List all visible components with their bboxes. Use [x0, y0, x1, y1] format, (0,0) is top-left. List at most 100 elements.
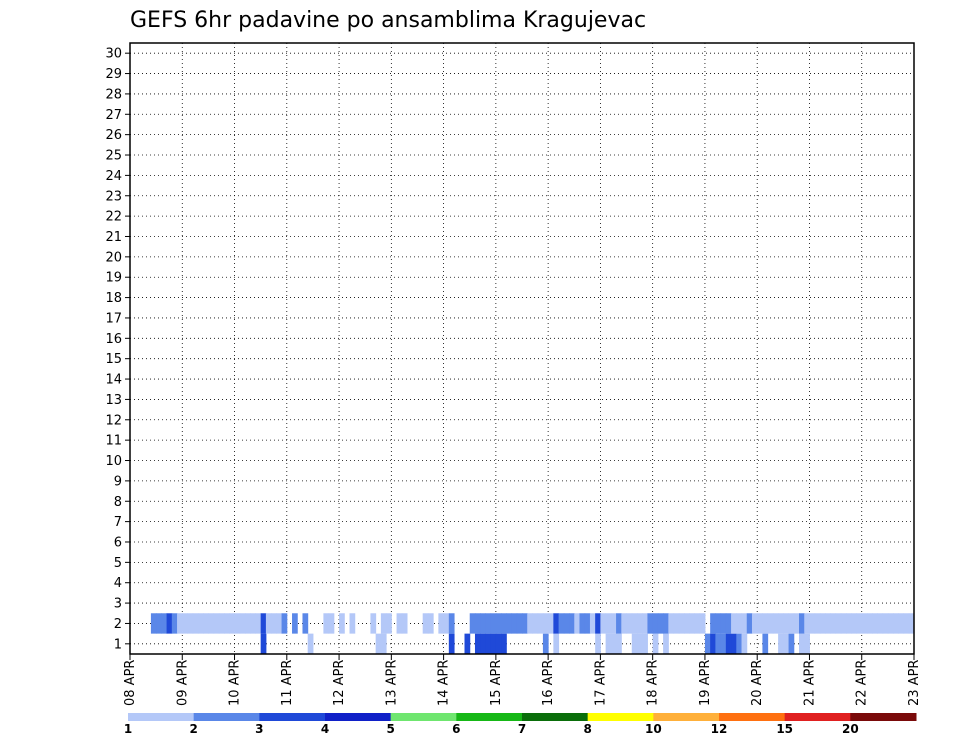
heatmap-cell: [809, 613, 816, 634]
plot-frame: [129, 42, 915, 655]
heatmap-cell: [689, 613, 695, 634]
heatmap-cell: [584, 613, 591, 634]
heatmap-cell: [835, 613, 842, 634]
x-tick-label: 10 APR: [228, 660, 243, 706]
heatmap-cell: [610, 633, 617, 654]
heatmap-cell: [192, 613, 199, 634]
x-tick-label: 17 APR: [593, 660, 608, 706]
heatmap-cell: [244, 613, 251, 634]
heatmap-cell: [156, 613, 162, 634]
y-tick-label: 25: [105, 149, 122, 164]
legend-label: 6: [452, 722, 460, 736]
heatmap-cell: [851, 613, 858, 634]
legend-swatch: [653, 713, 720, 721]
heatmap-cell: [673, 613, 680, 634]
legend-swatch: [850, 713, 917, 721]
heatmap-cell: [825, 613, 831, 634]
heatmap-cell: [396, 613, 403, 634]
x-tick-label: 20 APR: [750, 660, 765, 706]
legend-swatch: [193, 713, 260, 721]
heatmap-cell: [485, 613, 492, 634]
heatmap-cell: [616, 633, 622, 654]
heatmap-cell: [595, 613, 601, 634]
heatmap-cell: [292, 613, 298, 634]
heatmap-cell: [657, 613, 664, 634]
heatmap-cell: [772, 613, 779, 634]
heatmap-cell: [166, 613, 173, 634]
y-tick-label: 24: [105, 169, 122, 184]
heatmap-cell: [401, 613, 408, 634]
heatmap-cell: [349, 613, 356, 634]
heatmap-cell: [668, 613, 675, 634]
heatmap-cell: [579, 613, 586, 634]
heatmap-cell: [715, 633, 722, 654]
y-tick-label: 14: [105, 373, 122, 388]
heatmap-cell: [778, 613, 784, 634]
heatmap-cell: [783, 613, 790, 634]
heatmap-cell: [762, 633, 769, 654]
y-tick-label: 12: [105, 413, 122, 428]
heatmap-cell: [464, 633, 471, 654]
heatmap-cell: [480, 613, 486, 634]
heatmap-cell: [652, 633, 659, 654]
heatmap-cell: [589, 613, 596, 634]
heatmap-cell: [229, 613, 236, 634]
heatmap-cell: [203, 613, 209, 634]
legend-swatch: [259, 713, 326, 721]
y-tick-label: 13: [105, 393, 122, 408]
y-tick-label: 3: [114, 597, 122, 612]
heatmap-cell: [762, 613, 769, 634]
heatmap-cell: [799, 633, 805, 654]
x-tick-label: 19 APR: [698, 660, 713, 706]
heatmap-cell: [271, 613, 277, 634]
heatmap-cell: [380, 633, 387, 654]
y-tick-label: 15: [105, 352, 122, 367]
heatmap-cell: [866, 613, 873, 634]
heatmap-cell: [448, 613, 455, 634]
heatmap-cell: [281, 613, 288, 634]
heatmap-cell: [548, 613, 554, 634]
heatmap-cell: [684, 613, 690, 634]
heatmap-cell: [522, 613, 528, 634]
heatmap-cell: [474, 633, 481, 654]
y-tick-label: 6: [114, 535, 122, 550]
heatmap-cell: [830, 613, 837, 634]
heatmap-cell: [799, 613, 805, 634]
x-tick-label: 23 APR: [907, 660, 922, 706]
heatmap-cell: [694, 613, 701, 634]
heatmap-cell: [600, 613, 607, 634]
legend-swatch: [128, 713, 195, 721]
x-tick-label: 21 APR: [802, 660, 817, 706]
heatmap-cell: [736, 633, 743, 654]
heatmap-cell: [574, 613, 580, 634]
heatmap-cell: [757, 613, 763, 634]
heatmap-cell: [553, 613, 560, 634]
heatmap-cell: [469, 613, 476, 634]
heatmap-cell: [427, 613, 434, 634]
heatmap-cell: [887, 613, 894, 634]
heatmap-cell: [474, 613, 481, 634]
heatmap-cell: [495, 613, 502, 634]
heatmap-cell: [182, 613, 188, 634]
heatmap-cell: [882, 613, 889, 634]
y-tick-label: 5: [114, 556, 122, 571]
heatmap-cell: [605, 633, 612, 654]
heatmap-cell: [558, 613, 565, 634]
heatmap-cell: [307, 633, 314, 654]
y-tick-label: 30: [105, 47, 122, 62]
heatmap-cell: [527, 613, 533, 634]
heatmap-cell: [422, 613, 429, 634]
heatmap-cell: [908, 613, 915, 634]
legend-label: 1: [124, 722, 132, 736]
y-tick-label: 21: [105, 230, 122, 245]
heatmap-cell: [171, 613, 178, 634]
heatmap-cell: [448, 633, 455, 654]
x-tick-label: 18 APR: [646, 660, 661, 706]
grid-layer: [130, 43, 914, 654]
heatmap-cell: [861, 613, 868, 634]
heatmap-cell: [532, 613, 539, 634]
y-tick-label: 28: [105, 87, 122, 102]
legend-label: 5: [386, 722, 394, 736]
heatmap-cell: [893, 613, 899, 634]
